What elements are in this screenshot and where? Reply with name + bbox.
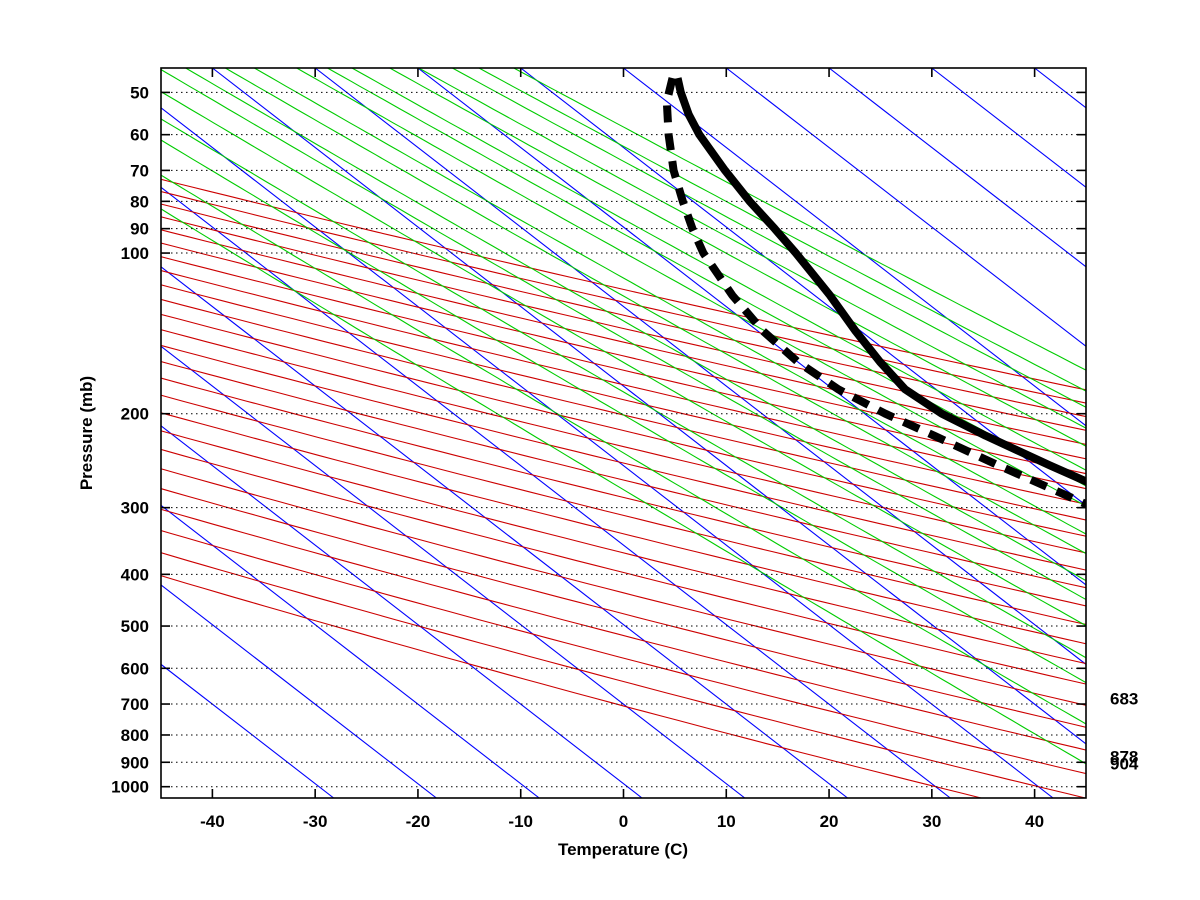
dry-adiabat-lines — [161, 178, 1086, 798]
y-tick-label: 70 — [130, 161, 149, 180]
x-tick-label: 40 — [1025, 812, 1044, 831]
right-pressure-label: 683 — [1110, 689, 1138, 708]
y-axis-tick-labels: 50 60 70 80 90 100 200 300 400 500 600 700 800 900 100… — [111, 83, 149, 796]
y-tick-label: 300 — [121, 499, 149, 518]
y-tick-label: 100 — [121, 244, 149, 263]
right-pressure-label: 904 — [1110, 754, 1139, 773]
right-pressure-label: 878 — [1110, 748, 1138, 767]
y-tick-label: 700 — [121, 695, 149, 714]
x-tick-label: 30 — [922, 812, 941, 831]
isobar-gridlines — [161, 91, 1086, 788]
x-tick-label: -30 — [303, 812, 328, 831]
y-tick-label: 800 — [121, 726, 149, 745]
x-tick-label: 0 — [619, 812, 628, 831]
dewpoint-profile — [662, 77, 1086, 509]
x-axis-tick-labels: -40 -30 -20 -10 0 10 20 30 40 — [200, 812, 1044, 831]
y-tick-label: 200 — [121, 405, 149, 424]
x-tick-label: -40 — [200, 812, 225, 831]
y-tick-label: 90 — [130, 220, 149, 239]
x-tick-label: -20 — [406, 812, 431, 831]
y-tick-label: 50 — [130, 83, 149, 102]
y-tick-label: 600 — [121, 659, 149, 678]
y-tick-label: 1000 — [111, 778, 149, 797]
y-axis-label: Pressure (mb) — [77, 376, 96, 490]
x-tick-label: 10 — [717, 812, 736, 831]
y-tick-label: 500 — [121, 617, 149, 636]
y-tick-label: 400 — [121, 565, 149, 584]
x-axis-label: Temperature (C) — [558, 840, 688, 859]
temperature-profile — [673, 77, 1086, 486]
isotherm-lines — [161, 68, 1086, 798]
x-tick-label: 20 — [820, 812, 839, 831]
axis-ticks — [161, 68, 1086, 798]
x-tick-label: -10 — [508, 812, 533, 831]
y-tick-label: 80 — [130, 192, 149, 211]
y-tick-label: 60 — [130, 126, 149, 145]
y-tick-label: 900 — [121, 753, 149, 772]
